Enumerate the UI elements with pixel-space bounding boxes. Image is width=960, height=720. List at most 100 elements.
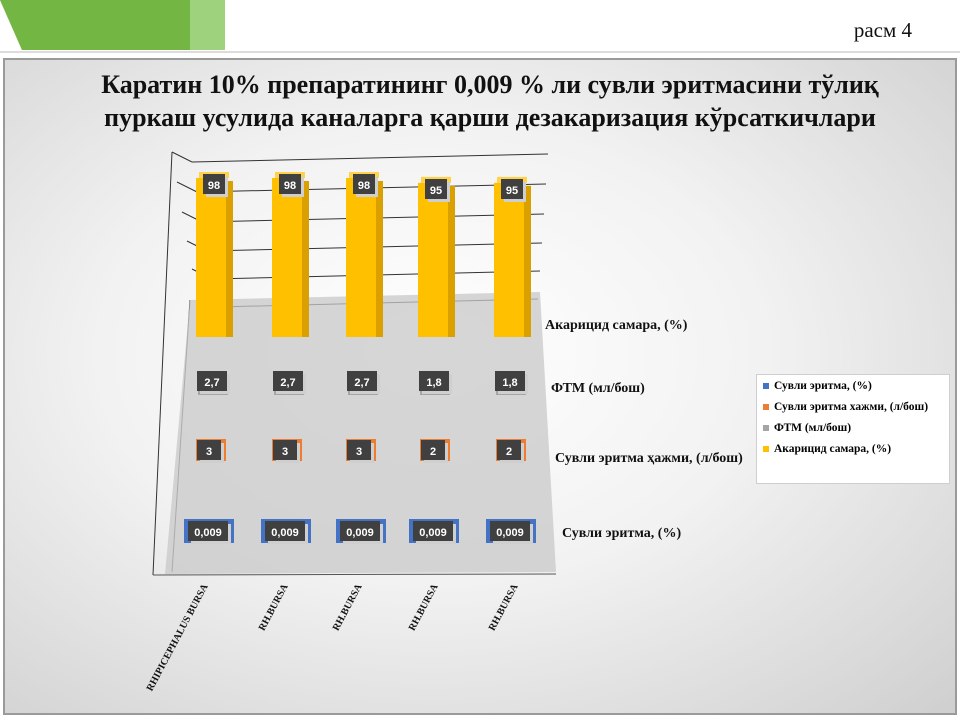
data-label-volume: 3 [197,440,224,463]
data-label: 2 [506,446,512,458]
data-label-box [413,521,453,541]
data-label-box [197,440,221,460]
data-label: 95 [506,185,518,197]
category-label: RH.BURSA [257,582,291,633]
legend-item: Сувли эритма хажми, (л/бош) [757,396,949,417]
legend-label: Сувли эритма, (%) [774,379,872,392]
legend-swatch-yellow [763,445,769,452]
data-label-ftm: 1,8 [495,371,528,394]
data-label: 3 [206,446,212,458]
category-label: RH.BURSA [407,582,441,633]
legend-item: ФТМ (мл/бош) [757,417,949,438]
left-wall-edge [152,151,173,576]
data-label-solution: 0,009 [340,521,383,544]
data-label-ftm: 2,7 [273,371,306,394]
legend-swatch-orange [763,403,769,410]
data-label-box [273,440,297,460]
bar-acaricide [494,182,524,337]
data-label-acaricide: 95 [425,179,450,202]
legend-label: ФТМ (мл/бош) [774,421,852,434]
data-label-acaricide: 98 [203,174,228,197]
legend-label: Сувли эритма хажми, (л/бош) [774,400,929,413]
data-label-volume: 3 [273,440,300,463]
data-label-box [421,440,445,460]
data-label: 0,009 [419,527,447,539]
data-label-box [497,440,521,460]
data-label-box [495,371,525,391]
data-label: 3 [282,446,288,458]
data-label-solution: 0,009 [188,521,231,544]
gridline-depth [171,151,193,163]
data-label-box [188,521,228,541]
data-label-box [279,174,301,194]
data-label-box [353,174,375,194]
data-label-solution: 0,009 [490,521,533,544]
data-label-volume: 2 [497,440,524,463]
data-label-box [490,521,530,541]
data-label-box [347,371,377,391]
bar-acaricide-side [226,181,233,337]
category-label: RHIPICEPHALUS BURSA [145,582,211,694]
category-label: RH.BURSA [487,582,521,633]
legend-item: Сувли эритма, (%) [757,375,949,396]
data-label: 98 [358,180,370,192]
depth-axis-label: Акарицид самара, (%) [545,318,688,333]
category-axis-line [152,573,557,576]
data-label: 98 [208,180,220,192]
data-label-ftm: 2,7 [347,371,380,394]
data-label: 95 [430,185,442,197]
bar-acaricide-side [448,185,455,337]
data-label: 2,7 [354,377,369,389]
data-label-solution: 0,009 [413,521,456,544]
legend-swatch-blue [763,382,769,389]
data-label-volume: 2 [421,440,448,463]
bar-acaricide [418,182,448,337]
data-label-box [419,371,449,391]
data-label-acaricide: 98 [353,174,378,197]
data-label: 98 [284,180,296,192]
data-label-box [203,174,225,194]
data-label-box [425,179,447,199]
data-label-ftm: 2,7 [197,371,230,394]
data-label: 2 [430,446,436,458]
data-label: 2,7 [204,377,219,389]
data-label: 0,009 [346,527,374,539]
category-label: RH.BURSA [331,582,365,633]
data-label-ftm: 1,8 [419,371,452,394]
gridline-depth [176,181,198,193]
data-label-box [273,371,303,391]
data-label-acaricide: 95 [501,179,526,202]
data-label: 1,8 [426,377,441,389]
legend-swatch-gray [763,424,769,431]
bar-acaricide [272,178,302,337]
slide-corner-decoration [0,0,225,50]
data-label-box [197,371,227,391]
data-label: 0,009 [496,527,524,539]
data-label: 0,009 [194,527,222,539]
data-label: 0,009 [271,527,299,539]
bar-acaricide [346,178,376,337]
chart-title: Каратин 10% препаратининг 0,009 % ли сув… [101,70,879,132]
legend-item: Акарицид самара, (%) [757,438,949,459]
data-label-box [340,521,380,541]
data-label-solution: 0,009 [265,521,308,544]
depth-axis-label: Сувли эритма ҳажми, (л/бош) [555,451,743,466]
data-label-box [265,521,305,541]
depth-axis-label: ФТМ (мл/бош) [551,381,645,396]
chart-legend: Сувли эритма, (%) Сувли эритма хажми, (л… [756,374,950,484]
data-label-acaricide: 98 [279,174,304,197]
bar-acaricide-side [524,185,531,337]
data-label: 1,8 [502,377,517,389]
bar-acaricide [196,178,226,337]
header-divider [0,51,960,53]
gridline [191,153,549,163]
bar-acaricide-side [302,181,309,337]
data-label: 3 [356,446,362,458]
chart-floor [165,292,556,574]
data-label-volume: 3 [347,440,374,463]
data-label: 2,7 [280,377,295,389]
depth-axis-label: Сувли эритма, (%) [562,526,681,541]
legend-label: Акарицид самара, (%) [774,442,892,455]
data-label-box [501,179,523,199]
